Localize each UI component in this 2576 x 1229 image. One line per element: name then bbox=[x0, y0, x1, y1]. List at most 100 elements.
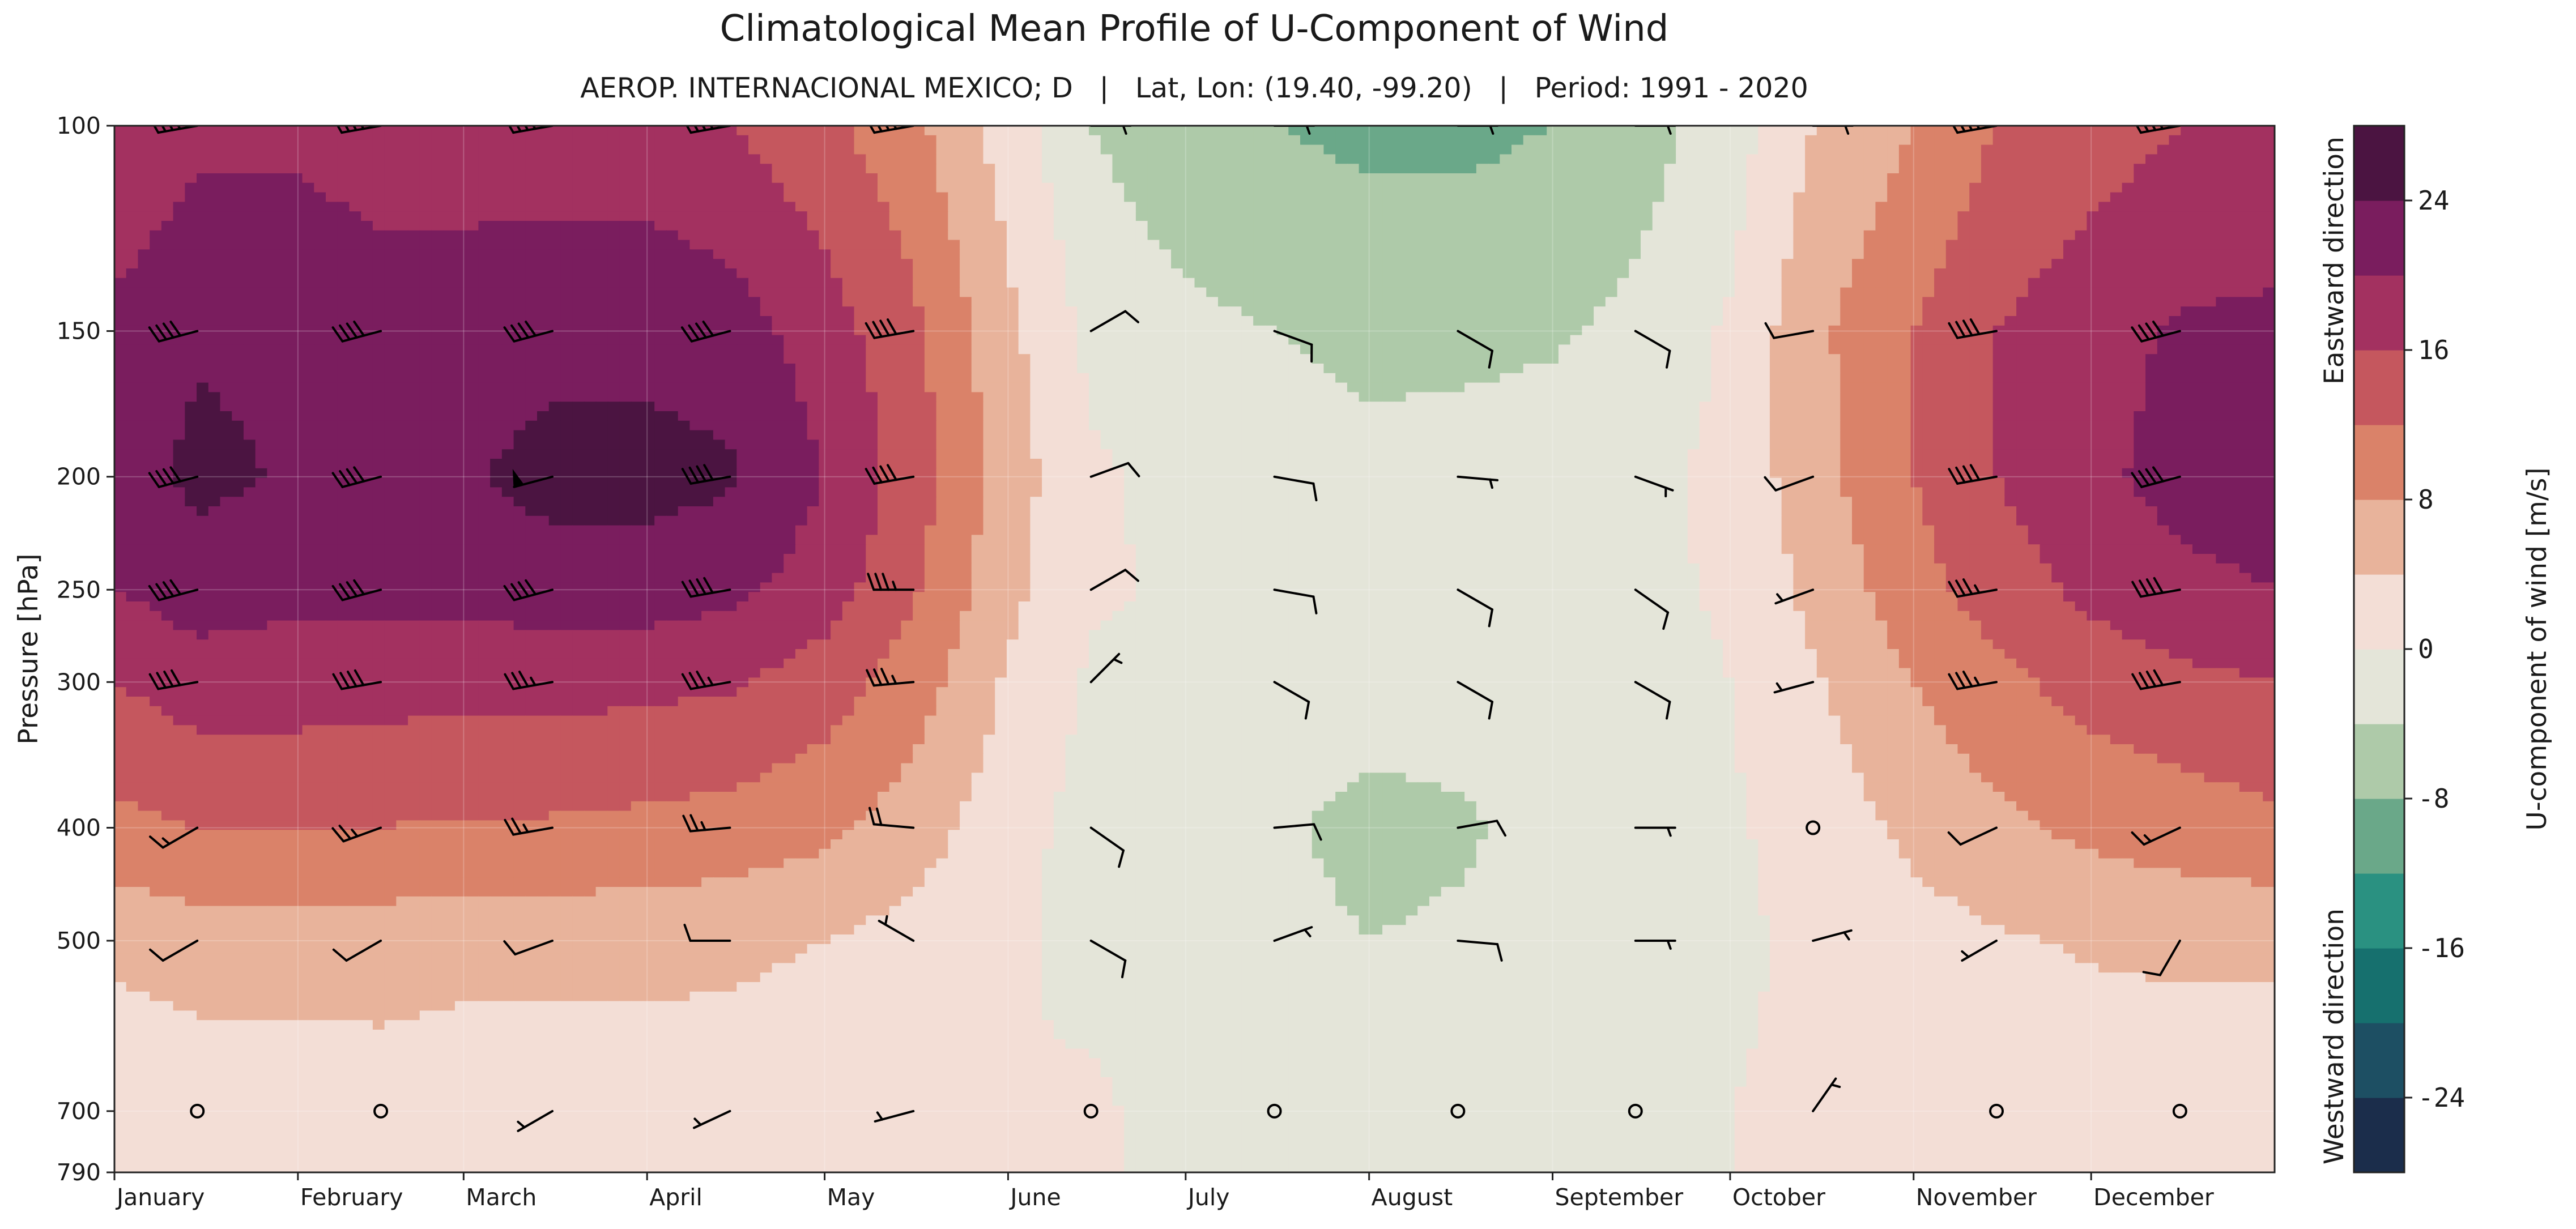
field-cell bbox=[1817, 344, 1829, 355]
field-cell bbox=[1218, 173, 1230, 184]
field-cell bbox=[1488, 306, 1501, 317]
field-cell bbox=[607, 335, 620, 345]
field-cell bbox=[1829, 316, 1841, 326]
field-cell bbox=[666, 259, 679, 269]
field-cell bbox=[948, 154, 960, 164]
field-cell bbox=[2134, 278, 2146, 288]
field-cell bbox=[572, 164, 585, 174]
field-cell bbox=[2087, 268, 2099, 279]
field-cell bbox=[725, 373, 738, 383]
field-cell bbox=[854, 193, 867, 203]
field-cell bbox=[1559, 259, 1571, 269]
field-cell bbox=[1288, 145, 1301, 155]
field-cell bbox=[1265, 183, 1278, 193]
field-cell bbox=[784, 344, 796, 355]
field-cell bbox=[373, 164, 385, 174]
field-cell bbox=[478, 316, 491, 326]
field-cell bbox=[338, 164, 350, 174]
field-cell bbox=[2087, 240, 2099, 250]
field-cell bbox=[1195, 145, 1207, 155]
field-cell bbox=[736, 173, 749, 184]
field-cell bbox=[1934, 364, 1947, 374]
field-cell bbox=[983, 268, 995, 279]
field-cell bbox=[1077, 354, 1089, 364]
field-cell bbox=[1101, 231, 1113, 241]
field-cell bbox=[2016, 297, 2029, 307]
field-cell bbox=[173, 364, 186, 374]
field-cell bbox=[420, 164, 432, 174]
field-cell bbox=[2169, 221, 2181, 231]
field-cell bbox=[631, 183, 644, 193]
field-cell bbox=[2098, 221, 2111, 231]
field-cell bbox=[1875, 259, 1888, 269]
field-cell bbox=[1054, 364, 1066, 374]
field-cell bbox=[1875, 154, 1888, 164]
field-cell bbox=[185, 383, 197, 393]
field-cell bbox=[2228, 183, 2240, 193]
field-cell bbox=[537, 211, 550, 221]
field-cell bbox=[2016, 335, 2029, 345]
field-cell bbox=[1464, 259, 1477, 269]
field-cell bbox=[1218, 373, 1230, 383]
field-cell bbox=[1488, 297, 1501, 307]
field-cell bbox=[572, 354, 585, 364]
field-cell bbox=[2228, 173, 2240, 184]
field-cell bbox=[1089, 288, 1101, 298]
field-cell bbox=[1899, 373, 1911, 383]
field-cell bbox=[772, 364, 784, 374]
field-cell bbox=[2087, 306, 2099, 317]
field-cell bbox=[2239, 316, 2252, 326]
field-cell bbox=[631, 240, 644, 250]
field-cell bbox=[2028, 259, 2041, 269]
field-cell bbox=[748, 126, 761, 136]
field-cell bbox=[1077, 259, 1089, 269]
field-cell bbox=[643, 364, 655, 374]
field-cell bbox=[1089, 221, 1101, 231]
field-cell bbox=[2087, 335, 2099, 345]
field-cell bbox=[1688, 231, 1700, 241]
field-cell bbox=[185, 259, 197, 269]
field-cell bbox=[1265, 249, 1278, 259]
field-cell bbox=[161, 211, 174, 221]
field-cell bbox=[432, 240, 444, 250]
field-cell bbox=[2098, 364, 2111, 374]
field-cell bbox=[420, 288, 432, 298]
field-cell bbox=[303, 364, 315, 374]
field-cell bbox=[1946, 135, 1958, 146]
field-cell bbox=[244, 240, 256, 250]
field-cell bbox=[1019, 373, 1031, 383]
field-cell bbox=[913, 335, 925, 345]
field-cell bbox=[784, 145, 796, 155]
field-cell bbox=[1453, 145, 1465, 155]
field-cell bbox=[936, 221, 949, 231]
field-cell bbox=[1523, 268, 1536, 279]
field-cell bbox=[666, 364, 679, 374]
field-cell bbox=[2051, 240, 2064, 250]
field-cell bbox=[842, 297, 855, 307]
field-cell bbox=[1112, 259, 1125, 269]
field-cell bbox=[1230, 259, 1242, 269]
field-cell bbox=[396, 135, 408, 146]
field-cell bbox=[1981, 231, 1994, 241]
field-cell bbox=[619, 354, 632, 364]
field-cell bbox=[1981, 306, 1994, 317]
field-cell bbox=[795, 249, 808, 259]
field-cell bbox=[2145, 364, 2158, 374]
field-cell bbox=[807, 145, 820, 155]
field-cell bbox=[1723, 259, 1735, 269]
field-cell bbox=[502, 193, 514, 203]
field-cell bbox=[2075, 249, 2088, 259]
field-cell bbox=[654, 126, 667, 136]
field-cell bbox=[1957, 164, 1970, 174]
field-cell bbox=[1887, 211, 1900, 221]
field-cell bbox=[432, 259, 444, 269]
field-cell bbox=[666, 135, 679, 146]
field-cell bbox=[1277, 211, 1289, 221]
field-cell bbox=[2145, 135, 2158, 146]
field-cell bbox=[572, 135, 585, 146]
field-cell bbox=[1441, 268, 1454, 279]
field-cell bbox=[467, 268, 479, 279]
field-cell bbox=[2075, 231, 2088, 241]
field-cell bbox=[1852, 173, 1864, 184]
field-cell bbox=[1195, 288, 1207, 298]
